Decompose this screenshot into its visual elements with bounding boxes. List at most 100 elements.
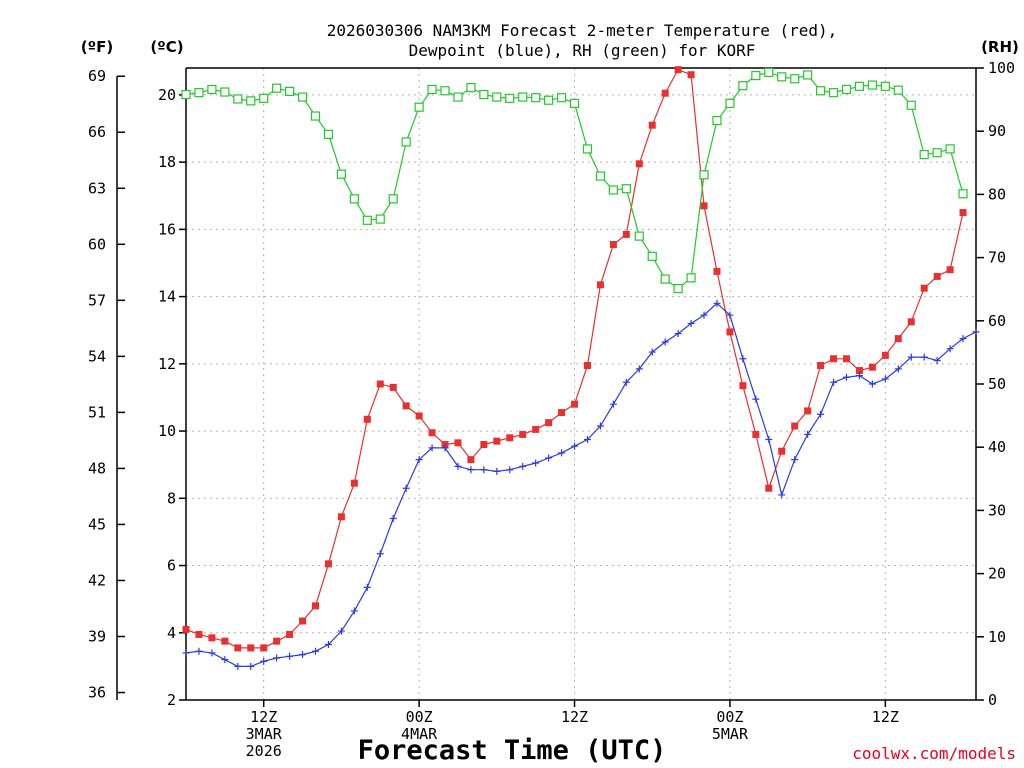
data-point	[648, 121, 656, 129]
data-point	[868, 380, 876, 388]
x-tick-label: 12Z	[872, 708, 899, 726]
data-point	[247, 662, 255, 670]
data-point	[220, 87, 230, 97]
data-point	[906, 100, 916, 110]
fahrenheit-tick-label: 69	[88, 67, 106, 85]
data-point	[324, 560, 332, 568]
data-point	[958, 189, 968, 199]
data-point	[376, 380, 384, 388]
data-point	[467, 466, 475, 474]
data-point	[221, 637, 229, 645]
data-point	[337, 513, 345, 521]
celsius-tick-label: 20	[158, 86, 176, 104]
data-point	[686, 273, 696, 283]
celsius-unit-label: (ºC)	[150, 38, 183, 56]
data-point	[790, 74, 800, 84]
data-point	[894, 335, 902, 343]
data-point	[194, 88, 204, 98]
data-point	[362, 215, 372, 225]
data-point	[195, 647, 203, 655]
data-point	[247, 644, 255, 652]
data-point	[596, 422, 604, 430]
data-point	[299, 617, 307, 625]
data-point	[751, 70, 761, 81]
watermark-credit: coolwx.com/models	[852, 744, 1016, 763]
data-point	[622, 230, 630, 238]
fahrenheit-tick-label: 45	[88, 515, 106, 533]
data-point	[855, 372, 863, 380]
data-point	[752, 430, 760, 438]
data-point	[699, 170, 709, 180]
data-point	[661, 89, 669, 97]
data-point	[739, 382, 747, 390]
data-point	[933, 272, 941, 280]
x-tick-label: 12Z	[561, 708, 588, 726]
data-point	[571, 442, 579, 450]
data-point	[841, 84, 852, 95]
data-point	[854, 81, 865, 91]
data-point	[828, 88, 839, 98]
data-point	[545, 419, 553, 427]
data-point	[299, 651, 307, 659]
data-point	[506, 434, 514, 442]
x-tick-label: 00Z	[406, 708, 433, 726]
data-point	[518, 92, 528, 102]
data-point	[959, 209, 967, 217]
celsius-tick-label: 12	[158, 355, 176, 373]
data-point	[842, 373, 850, 381]
data-point	[647, 251, 657, 261]
data-point	[310, 111, 321, 121]
data-point	[817, 362, 825, 370]
data-point	[972, 328, 980, 336]
rh-tick-label: 40	[988, 438, 1006, 456]
data-point	[725, 98, 735, 108]
data-point	[337, 627, 345, 635]
x-tick-label: 3MAR	[246, 725, 283, 743]
celsius-tick-label: 2	[167, 691, 176, 709]
data-point	[182, 649, 190, 657]
fahrenheit-unit-label: (ºF)	[81, 38, 113, 56]
rh-tick-label: 70	[988, 249, 1006, 267]
data-point	[868, 363, 876, 371]
data-point	[842, 355, 850, 363]
data-point	[479, 89, 489, 100]
data-point	[415, 456, 423, 464]
data-point	[907, 353, 915, 361]
data-point	[830, 378, 838, 386]
fahrenheit-tick-label: 66	[88, 123, 106, 141]
data-point	[285, 86, 295, 96]
data-point	[945, 144, 955, 154]
data-point	[388, 194, 398, 204]
data-point	[700, 311, 708, 319]
data-point	[286, 652, 294, 660]
data-point	[569, 98, 580, 108]
data-point	[234, 644, 242, 652]
data-point	[323, 129, 334, 139]
data-point	[363, 415, 371, 423]
data-point	[621, 184, 631, 194]
data-point	[855, 367, 863, 375]
data-point	[791, 422, 799, 430]
data-point	[480, 441, 488, 449]
data-point	[661, 338, 669, 346]
data-point	[401, 137, 411, 147]
data-point	[635, 365, 643, 373]
data-point	[506, 466, 514, 474]
data-point	[441, 444, 449, 452]
data-point	[726, 328, 734, 336]
data-point	[312, 602, 320, 610]
data-point	[480, 466, 488, 474]
data-point	[221, 656, 229, 664]
data-point	[492, 92, 502, 102]
data-point	[609, 240, 617, 248]
data-point	[182, 625, 190, 633]
data-point	[402, 402, 410, 410]
series-2-meter-temperature	[182, 66, 967, 652]
celsius-tick-label: 16	[158, 220, 176, 238]
data-point	[583, 362, 591, 370]
data-point	[505, 93, 515, 103]
data-point	[427, 84, 437, 95]
data-point	[815, 86, 826, 96]
data-point	[634, 231, 644, 241]
